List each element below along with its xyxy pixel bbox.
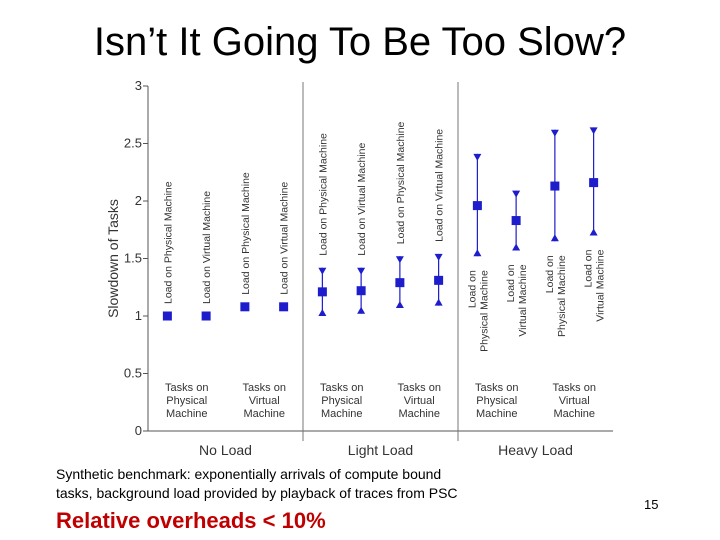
- overhead-highlight: Relative overheads < 10%: [56, 508, 326, 533]
- series-label: Load on: [583, 249, 595, 287]
- y-tick-label: 0: [135, 423, 142, 438]
- data-point: [550, 181, 560, 191]
- x-group-label: No Load: [199, 442, 252, 458]
- series-label: Load on Virtual Machine: [279, 182, 291, 295]
- task-label: Physical: [321, 395, 362, 407]
- task-label: Machine: [398, 408, 440, 420]
- data-point: [511, 216, 521, 226]
- error-high-marker: [357, 267, 366, 275]
- task-label: Tasks on: [243, 382, 286, 394]
- task-label: Physical: [476, 395, 517, 407]
- data-point: [472, 201, 482, 211]
- error-high-marker: [318, 267, 327, 275]
- series-label: Load on: [544, 255, 556, 293]
- data-point: [589, 178, 599, 188]
- series-label: Load on Physical Machine: [395, 121, 407, 244]
- series-label: Load on Virtual Machine: [201, 191, 213, 304]
- error-low-marker: [357, 306, 366, 314]
- series-label: Virtual Machine: [517, 264, 529, 336]
- error-low-marker: [512, 243, 521, 251]
- series-label: Load on Physical Machine: [240, 172, 252, 295]
- series-label: Load on Physical Machine: [317, 133, 329, 256]
- task-label: Machine: [553, 408, 595, 420]
- error-low-marker: [395, 300, 404, 308]
- x-group-label: Light Load: [348, 442, 413, 458]
- error-low-marker: [318, 309, 327, 316]
- error-high-marker: [395, 256, 404, 264]
- data-point: [434, 275, 444, 285]
- task-label: Tasks on: [165, 382, 208, 394]
- error-high-marker: [512, 190, 521, 198]
- slide-title: Isn’t It Going To Be Too Slow?: [93, 20, 627, 64]
- error-low-marker: [473, 249, 482, 257]
- series-label: Load on: [466, 270, 478, 308]
- error-low-marker: [550, 234, 559, 242]
- error-high-marker: [434, 253, 443, 261]
- data-point: [356, 286, 366, 296]
- caption-line-2: tasks, background load provided by playb…: [56, 485, 458, 501]
- task-label: Tasks on: [320, 382, 363, 394]
- series-label: Load on Virtual Machine: [434, 129, 446, 242]
- series-label: Physical Machine: [478, 270, 490, 352]
- task-label: Machine: [321, 408, 363, 420]
- data-point: [240, 302, 250, 312]
- page-number: 15: [644, 497, 659, 512]
- y-tick-label: 2.5: [124, 136, 142, 151]
- error-high-marker: [550, 129, 559, 137]
- y-tick-label: 1.5: [124, 251, 142, 266]
- data-point: [201, 311, 211, 321]
- task-label: Virtual: [559, 395, 590, 407]
- y-tick-label: 3: [135, 78, 142, 93]
- task-label: Virtual: [404, 395, 435, 407]
- task-label: Tasks on: [398, 382, 441, 394]
- caption: Synthetic benchmark: exponentially arriv…: [56, 465, 536, 503]
- series-label: Virtual Machine: [595, 249, 607, 321]
- y-tick-label: 0.5: [124, 366, 142, 381]
- series-label: Load on Virtual Machine: [356, 142, 368, 255]
- task-label: Tasks on: [475, 382, 518, 394]
- error-low-marker: [434, 298, 443, 306]
- y-tick-label: 1: [135, 308, 142, 323]
- series-label: Load on Physical Machine: [162, 181, 174, 304]
- task-label: Machine: [476, 408, 518, 420]
- error-high-marker: [589, 127, 598, 135]
- data-point: [162, 311, 172, 321]
- data-point: [279, 302, 289, 312]
- task-label: Machine: [243, 408, 285, 420]
- x-group-label: Heavy Load: [498, 442, 573, 458]
- task-label: Tasks on: [553, 382, 596, 394]
- error-low-marker: [589, 228, 598, 236]
- caption-line-1: Synthetic benchmark: exponentially arriv…: [56, 466, 442, 482]
- series-label: Load on: [505, 264, 517, 302]
- task-label: Physical: [166, 395, 207, 407]
- error-high-marker: [473, 153, 482, 161]
- data-point: [395, 278, 405, 288]
- data-point: [317, 287, 327, 297]
- task-label: Machine: [166, 408, 208, 420]
- y-tick-label: 2: [135, 193, 142, 208]
- series-label: Physical Machine: [556, 255, 568, 337]
- task-label: Virtual: [249, 395, 280, 407]
- y-axis-label: Slowdown of Tasks: [105, 199, 121, 318]
